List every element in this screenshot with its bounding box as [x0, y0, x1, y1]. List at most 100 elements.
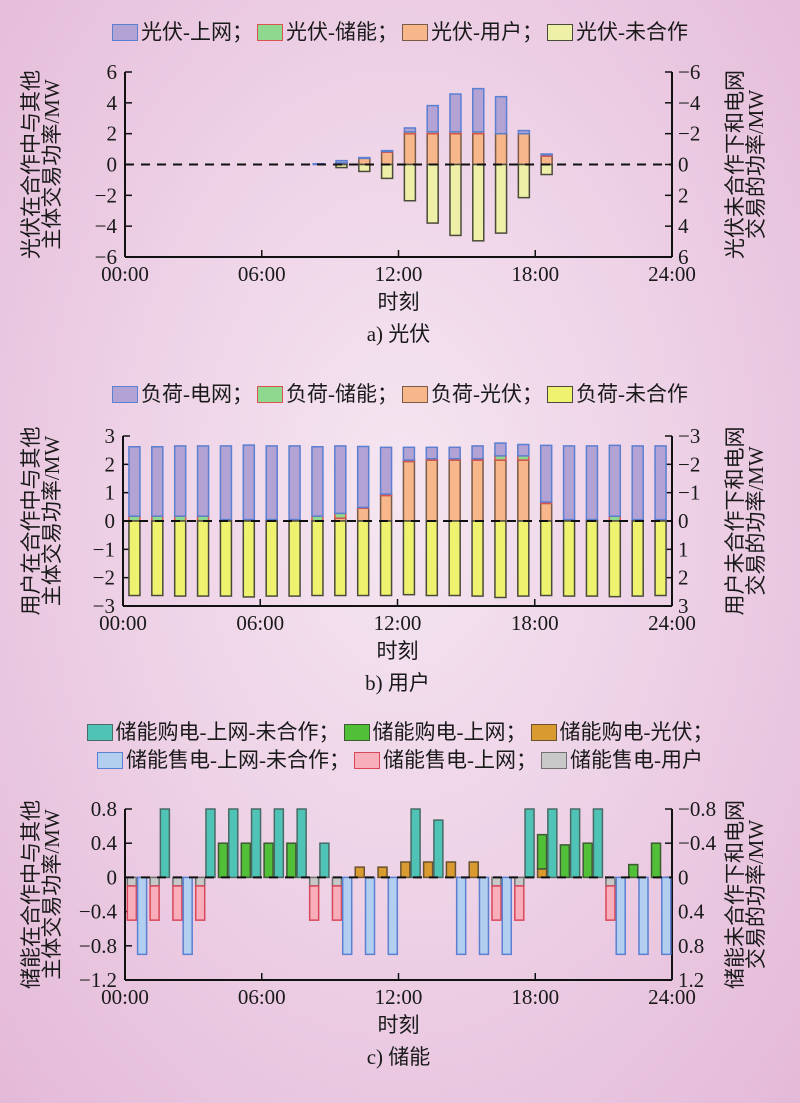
bar-segment: [539, 444, 553, 503]
bar-segment-noncooperative: [524, 808, 535, 879]
x-tick-label: 18:00: [511, 985, 559, 1009]
y-label-line: 主体交易功率/MW: [40, 809, 64, 980]
chart-c: 0.8 0.4 0 −0.4 −0.8 −1.2 −0.8 −0.4 0 0.4 0.8 1.2 00:…: [19, 797, 768, 1069]
x-tick-label: 00:00: [101, 985, 149, 1009]
bar-segment: [448, 459, 461, 522]
legend-swatch: [530, 723, 557, 741]
bar-segment-cooperative: [491, 876, 502, 887]
bars: [126, 808, 672, 956]
bar-segment-cooperative: [217, 842, 229, 879]
bar-segment: [425, 446, 439, 460]
y-tick-label-right: 0.8: [678, 934, 704, 958]
bar-segment: [402, 460, 416, 522]
bar-segment: [242, 444, 256, 521]
legend-item: 负荷-储能；: [257, 380, 398, 408]
bar-segment: [151, 446, 164, 517]
x-tick-label: 00:00: [101, 262, 149, 286]
x-tick-label: 00:00: [99, 611, 147, 635]
legend-swatch: [547, 23, 573, 41]
bar-segment: [631, 445, 644, 521]
bar-segment: [471, 445, 484, 460]
bar-segment: [449, 132, 462, 166]
y-label-line: 储能在合作中与其他: [19, 800, 43, 989]
bar-segment: [426, 132, 439, 166]
bar-segment-cooperative: [400, 861, 411, 879]
chart-a: 6 4 2 0 −2 −4 −6 −6 −4 −2 0 2 4 6 00:00 06:00 12:00 18:00…: [19, 60, 768, 346]
bar-segment-cooperative: [286, 842, 297, 879]
y-label-line: 用户未合作下和电网: [723, 427, 747, 616]
y-label-line: 主体交易功率/MW: [40, 79, 64, 250]
y-tick-label-right: 0.4: [678, 900, 705, 924]
bar-segment: [471, 459, 484, 522]
bar-segment-cooperative: [172, 885, 183, 921]
y-label-line: 用户在合作中与其他: [19, 427, 43, 616]
y-tick-label-left: −2: [95, 183, 117, 207]
bar-segment: [356, 520, 370, 597]
bar-segment-noncooperative: [433, 819, 444, 879]
y-tick-label-left: −0.8: [79, 934, 117, 958]
bar-segment: [242, 520, 256, 598]
legend-label: 储能购电-光伏；: [559, 720, 714, 744]
bar-segment: [219, 520, 233, 597]
legend-label: 储能购电-上网-未合作；: [115, 720, 340, 744]
x-tick-label: 06:00: [238, 985, 286, 1009]
bar-segment-noncooperative: [364, 876, 376, 956]
y-tick-label-left: 0.8: [91, 797, 117, 821]
legend-label: 负荷-未合作: [576, 382, 688, 406]
bar-segment-cooperative: [422, 861, 434, 879]
legend-swatch: [97, 751, 123, 769]
legend-swatch: [343, 723, 370, 741]
y-tick-label-right: 4: [678, 214, 689, 238]
legend-swatch: [354, 751, 380, 769]
bar-segment: [494, 132, 508, 166]
bar-segment: [288, 445, 301, 521]
x-tick-label: 24:00: [648, 985, 696, 1009]
x-tick-label: 06:00: [236, 611, 284, 635]
bar-segment: [196, 520, 210, 597]
legend-swatch: [112, 23, 138, 41]
bar-segment: [585, 520, 599, 597]
chart-caption: c) 储能: [367, 1045, 431, 1069]
bar-segment-noncooperative: [136, 876, 148, 956]
bar-segment-cooperative: [149, 885, 160, 921]
bar-segment: [449, 93, 462, 133]
y-tick-label-right: 6: [678, 245, 689, 269]
legend-item: 负荷-电网；: [112, 380, 253, 408]
y-tick-label-left: −4: [95, 214, 118, 238]
bar-segment: [426, 104, 439, 133]
y-tick-label-left: 0: [107, 153, 118, 177]
bar-segment: [494, 442, 507, 457]
bar-segment-cooperative: [605, 876, 616, 887]
bar-segment: [494, 163, 508, 234]
bar-segment-cooperative: [126, 885, 138, 921]
y-tick-label-left: 6: [107, 60, 118, 84]
legend-swatch: [402, 385, 428, 403]
y-tick-label-left: −2: [93, 566, 115, 590]
legend-label: 负荷-光伏；: [431, 382, 543, 406]
legend-item: 负荷-光伏；: [402, 380, 543, 408]
bar-segment-noncooperative: [569, 808, 581, 879]
bar-segment-cooperative: [126, 876, 138, 887]
bar-segment: [608, 520, 622, 598]
bar-segment: [539, 502, 553, 522]
bar-segment: [128, 446, 141, 517]
bar-segment-cooperative: [605, 885, 616, 921]
bar-segment: [311, 520, 324, 597]
bar-segment: [540, 155, 553, 166]
x-tick-label: 24:00: [648, 611, 696, 635]
bar-segment: [517, 520, 530, 597]
y-label-line: 储能未合作下和电网: [723, 800, 747, 989]
y-tick-label-right: 0: [678, 865, 689, 889]
bar-segment: [358, 156, 371, 160]
legend-label: 光伏-储能；: [286, 20, 398, 44]
bar-segment: [654, 520, 667, 597]
bar-segment: [402, 446, 416, 461]
legend-label: 储能售电-上网-未合作；: [126, 748, 350, 772]
bar-segment: [380, 163, 394, 180]
legend-item: 储能售电-上网；: [354, 746, 537, 774]
bar-segment-cooperative: [331, 876, 343, 887]
legend-label: 负荷-电网；: [141, 382, 253, 406]
bar-segment-cooperative: [194, 885, 206, 921]
